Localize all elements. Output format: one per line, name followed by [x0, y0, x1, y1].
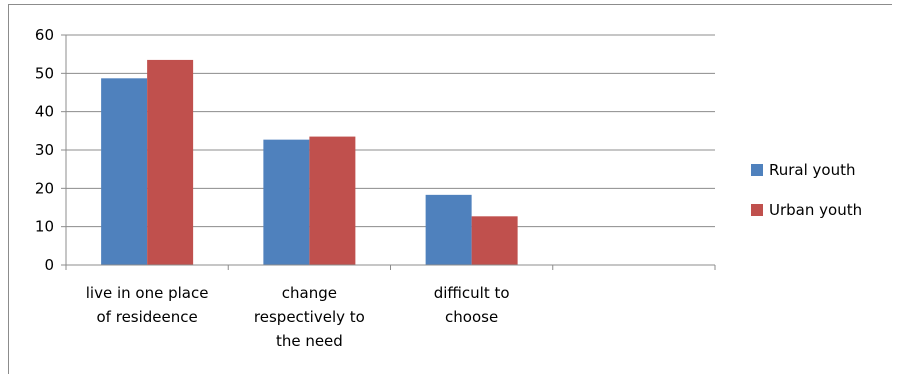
bar-urban-youth: [471, 216, 518, 265]
y-tick-label: 60: [35, 26, 54, 44]
bar-rural-youth: [101, 78, 148, 265]
x-category-label: live in one place: [86, 284, 209, 302]
x-category-labels: live in one place of resideence change resp…: [86, 284, 510, 350]
bar-urban-youth: [147, 59, 194, 265]
x-category-label: respectively to: [254, 308, 365, 326]
x-category-label: difficult to: [434, 284, 510, 302]
y-tick-labels: 0 10 20 30 40 50 60: [35, 26, 54, 274]
axes: [61, 34, 716, 270]
y-tick-label: 30: [35, 141, 54, 159]
legend-label: Rural youth: [769, 161, 856, 179]
y-tick-label: 50: [35, 64, 54, 82]
x-category-label: choose: [445, 308, 498, 326]
y-tick-label: 10: [35, 218, 54, 236]
y-tick-label: 0: [44, 256, 54, 274]
y-tick-label: 40: [35, 103, 54, 121]
bar-rural-youth: [263, 139, 310, 265]
bar-urban-youth: [309, 136, 356, 265]
x-category-label: the need: [276, 332, 343, 350]
bars: [101, 59, 518, 265]
legend-swatch: [751, 204, 763, 216]
x-category-label: change: [282, 284, 337, 302]
legend: Rural youth Urban youth: [751, 161, 862, 219]
bar-rural-youth: [425, 194, 472, 265]
legend-swatch: [751, 164, 763, 176]
x-category-label: of resideence: [97, 308, 198, 326]
y-tick-label: 20: [35, 179, 54, 197]
legend-label: Urban youth: [769, 201, 862, 219]
